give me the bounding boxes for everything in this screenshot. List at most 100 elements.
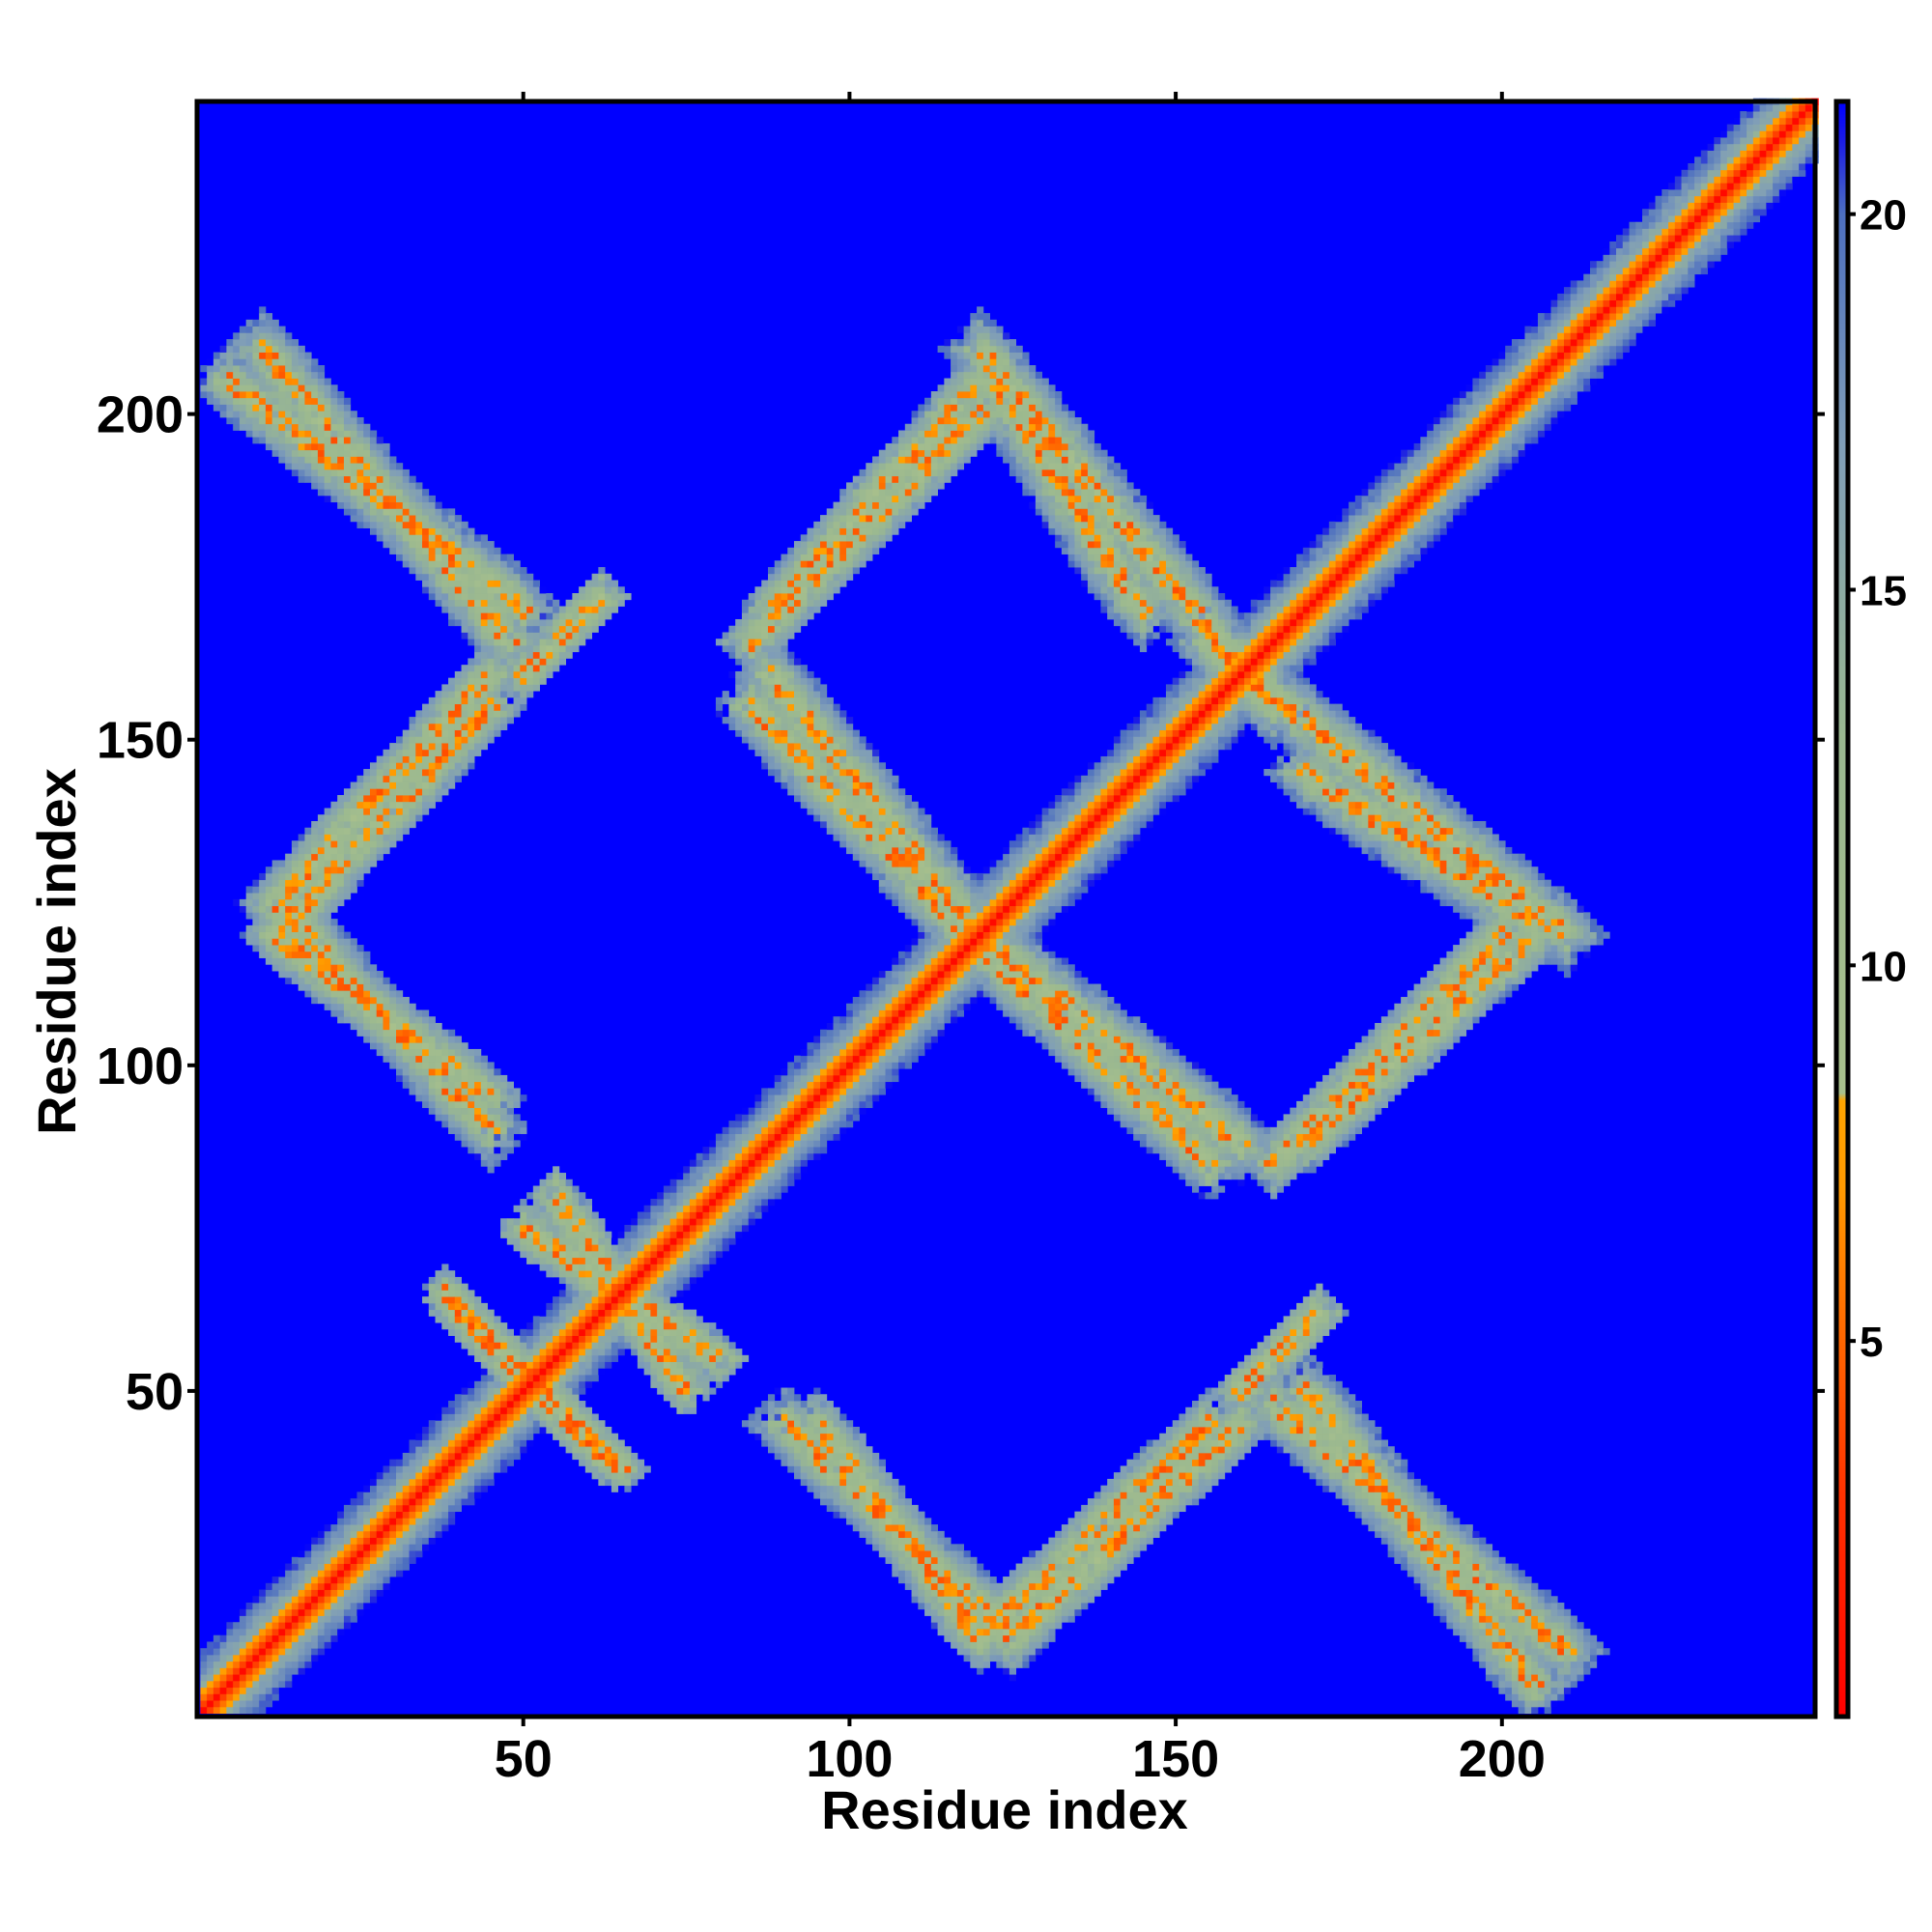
heatmap-cell [520,573,527,581]
heatmap-cell [369,1485,378,1492]
heatmap-cell [611,1290,619,1297]
heatmap-cell [285,898,293,907]
heatmap-cell [396,1511,404,1519]
heatmap-cell [350,1556,357,1564]
heatmap-cell [356,430,364,438]
heatmap-cell [317,931,326,939]
heatmap-cell [487,1147,495,1154]
heatmap-cell [579,1257,586,1264]
heatmap-cell [396,1504,404,1513]
heatmap-cell [500,554,508,561]
heatmap-cell [448,1498,456,1506]
heatmap-cell [709,1218,717,1226]
heatmap-cell [291,1577,299,1584]
heatmap-cell [389,997,397,1005]
heatmap-cell [291,449,299,457]
heatmap-cell [500,1107,508,1115]
heatmap-cell [807,547,814,554]
heatmap-cell [252,423,260,431]
heatmap-cell [520,684,527,692]
heatmap-cell [369,482,378,490]
heatmap-cell [539,1426,547,1435]
heatmap-cell [565,1205,573,1212]
heatmap-cell [324,1615,331,1623]
heatmap-cell [415,1459,423,1466]
heatmap-cell [233,1648,241,1656]
heatmap-cell [702,1375,710,1382]
heatmap-cell [565,1192,573,1200]
heatmap-cell [461,625,469,633]
heatmap-cell [239,352,247,359]
heatmap-cell [683,1361,691,1369]
heatmap-cell [487,1074,495,1083]
heatmap-cell [754,1199,762,1207]
heatmap-cell [350,1511,357,1519]
heatmap-cell [506,1335,514,1343]
heatmap-cell [350,820,357,829]
heatmap-cell [761,1114,769,1122]
heatmap-cell [402,541,410,549]
heatmap-cell [532,599,540,607]
heatmap-cell [520,1439,527,1447]
heatmap-cell [546,1179,554,1186]
heatmap-cell [761,743,769,751]
heatmap-cell [330,463,338,470]
heatmap-cell [591,593,599,601]
heatmap-cell [553,618,560,627]
heatmap-cell [311,475,319,483]
heatmap-cell [343,1596,352,1604]
heatmap-cell [722,1133,729,1141]
heatmap-cell [500,1218,508,1226]
heatmap-cell [781,1185,788,1193]
heatmap-cell [813,1478,821,1487]
heatmap-cell [546,1192,554,1200]
heatmap-cell [754,1107,762,1115]
heatmap-cell [252,378,260,385]
heatmap-cell [383,527,390,535]
heatmap-cell [546,599,554,607]
heatmap-cell [787,1446,795,1454]
heatmap-cell [800,1426,808,1435]
heatmap-cell [383,1550,390,1558]
heatmap-cell [689,1335,697,1343]
heatmap-cell [800,736,808,744]
heatmap-cell [461,1107,469,1115]
heatmap-cell [285,430,293,438]
heatmap-cell [657,1257,665,1264]
heatmap-cell [298,449,305,457]
heatmap-cell [500,1420,508,1428]
heatmap-cell [389,808,397,815]
heatmap-cell [617,1452,625,1461]
heatmap-cell [579,1270,586,1278]
heatmap-cell [553,665,560,672]
heatmap-cell [441,1504,449,1513]
heatmap-cell [741,639,750,646]
heatmap-cell [774,729,781,737]
heatmap-cell [422,1446,430,1454]
heatmap-cell [532,1224,540,1233]
heatmap-cell [441,775,449,782]
heatmap-cell [448,612,456,620]
heatmap-cell [539,1237,547,1245]
heatmap-cell [650,1322,658,1330]
heatmap-cell [330,957,338,965]
heatmap-cell [526,1349,534,1356]
heatmap-cell [480,665,488,672]
heatmap-cell [820,1459,828,1466]
heatmap-cell [271,1577,279,1584]
heatmap-cell [683,1394,691,1402]
heatmap-cell [311,358,319,366]
heatmap-cell [252,319,260,327]
heatmap-cell [558,1342,566,1350]
heatmap-cell [285,339,293,347]
heatmap-cell [200,365,208,373]
heatmap-cell [767,651,776,659]
heatmap-cell [500,599,508,607]
heatmap-cell [500,1147,508,1154]
heatmap-cell [343,449,352,457]
heatmap-cell [226,416,234,425]
heatmap-cell [748,599,755,607]
heatmap-cell [820,1406,828,1414]
heatmap-cell [454,1126,462,1134]
heatmap-cell [565,1309,573,1317]
